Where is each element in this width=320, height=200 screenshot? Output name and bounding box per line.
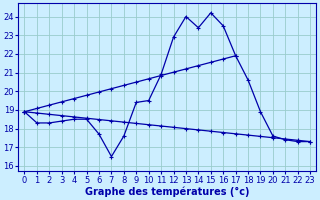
X-axis label: Graphe des températures (°c): Graphe des températures (°c) — [85, 186, 250, 197]
